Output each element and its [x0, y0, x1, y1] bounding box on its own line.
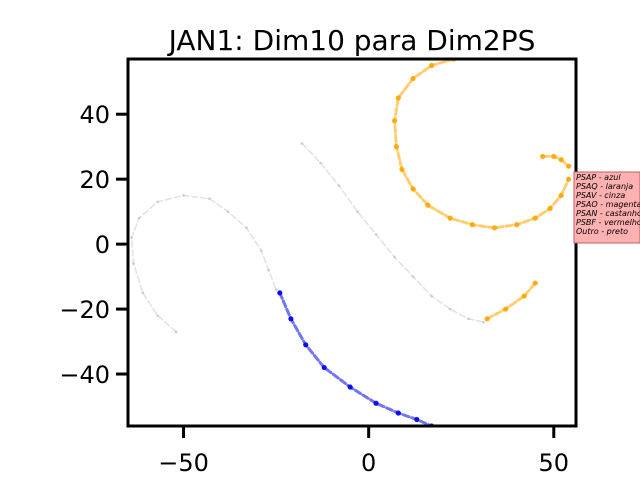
series-1: [277, 290, 435, 426]
data-point: [393, 144, 400, 150]
series-layer: [130, 59, 572, 426]
data-point: [532, 280, 538, 286]
data-point: [411, 275, 415, 278]
y-axis: −40 −20 0 20 40: [59, 101, 128, 389]
data-point: [430, 294, 433, 298]
chart-title: JAN1: Dim10 para Dim2PS: [167, 24, 536, 57]
data-point: [356, 210, 359, 213]
data-point: [303, 342, 309, 348]
series-5: [540, 153, 572, 169]
data-point: [547, 205, 553, 211]
data-point: [300, 142, 304, 145]
data-point: [130, 236, 134, 239]
data-point: [447, 215, 453, 221]
data-point: [565, 163, 572, 169]
data-point: [399, 166, 405, 173]
data-point: [540, 153, 546, 160]
data-point: [410, 186, 416, 192]
data-point: [374, 233, 378, 236]
data-point: [429, 62, 435, 69]
data-point: [132, 262, 135, 265]
y-tick-label: 40: [79, 101, 110, 129]
series-0: [130, 194, 278, 334]
data-point: [319, 161, 322, 165]
x-axis: −50 0 50: [158, 426, 569, 477]
data-point: [425, 202, 431, 208]
series-3: [484, 280, 538, 322]
series-1-trace: [278, 291, 434, 426]
legend-entry: PSAN - castanho: [576, 209, 640, 218]
x-tick-label: 0: [361, 449, 376, 477]
data-point: [267, 268, 270, 272]
x-tick-label: −50: [158, 449, 209, 477]
series-2-trace: [301, 142, 485, 323]
data-point: [391, 118, 398, 124]
data-point: [259, 249, 263, 252]
data-point: [395, 410, 401, 416]
data-point: [156, 314, 159, 317]
data-point: [514, 222, 520, 228]
data-point: [414, 416, 420, 423]
legend-entry: PSAO - magenta: [576, 200, 640, 209]
data-point: [467, 317, 470, 321]
legend-entry: PSBF - vermelho: [576, 218, 640, 227]
data-point: [208, 197, 211, 200]
data-point: [156, 200, 159, 204]
data-point: [373, 400, 379, 406]
data-point: [182, 194, 185, 197]
y-tick-label: −20: [59, 296, 110, 324]
legend-entry: Outro - preto: [576, 227, 628, 236]
data-point: [277, 290, 283, 296]
series-4-trace: [393, 59, 571, 230]
x-tick-label: 50: [539, 449, 570, 477]
data-point: [141, 291, 145, 295]
data-point: [448, 307, 452, 311]
series-4: [391, 59, 572, 231]
data-point: [395, 95, 401, 101]
data-point: [274, 288, 278, 291]
series-5-trace: [541, 154, 571, 168]
data-point: [347, 384, 353, 390]
y-tick-label: 20: [79, 166, 110, 194]
legend-entry: PSAQ - laranja: [576, 182, 633, 191]
data-point: [565, 176, 572, 182]
data-point: [410, 75, 416, 82]
plot-area: [126, 57, 578, 428]
data-point: [137, 216, 141, 220]
data-point: [558, 157, 564, 163]
data-point: [174, 330, 178, 334]
data-point: [484, 316, 490, 322]
data-point: [245, 226, 248, 230]
legend-box: [573, 171, 640, 244]
data-point: [532, 215, 538, 221]
data-point: [482, 320, 485, 324]
data-point: [321, 364, 327, 371]
y-tick-label: 0: [95, 231, 110, 259]
data-point: [288, 316, 294, 322]
series-2: [300, 142, 485, 324]
legend-entry: PSAP - azul: [576, 173, 621, 182]
data-point: [491, 225, 498, 231]
data-point: [337, 184, 341, 187]
series-0-trace: [130, 194, 277, 333]
data-point: [393, 255, 396, 259]
plot-frame: [126, 57, 578, 428]
data-point: [503, 306, 509, 312]
data-point: [521, 293, 527, 299]
data-point: [551, 153, 557, 160]
data-point: [469, 222, 475, 228]
data-point: [226, 210, 230, 213]
y-tick-label: −40: [59, 361, 110, 389]
series-3-trace: [485, 281, 537, 321]
data-point: [558, 192, 564, 199]
legend-entry: PSAV - cinza: [576, 191, 625, 200]
